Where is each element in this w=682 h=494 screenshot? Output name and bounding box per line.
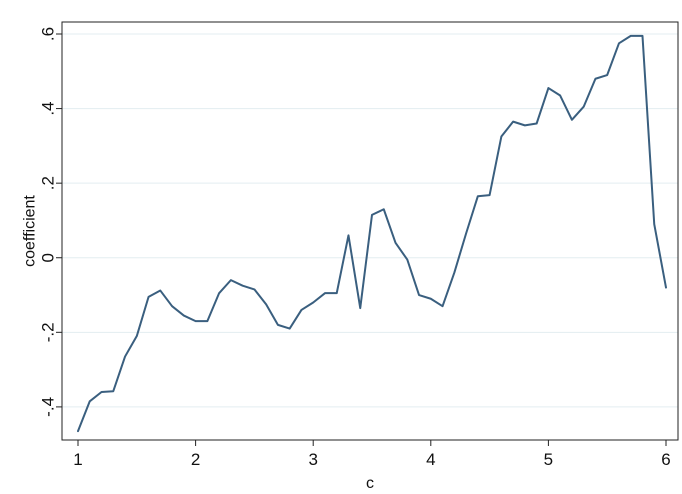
series-group [77,34,667,433]
plot-area-frame [61,21,679,441]
series-line [77,34,667,433]
x-tick-label: 1 [73,450,82,469]
x-tick-label: 2 [191,450,200,469]
y-tick-label: .4 [39,101,58,115]
y-tick-label: -.2 [39,322,58,342]
x-tick-label: 3 [308,450,317,469]
y-axis: -.4 -.2 0 .2 .4 .6 [39,27,62,417]
gridlines [62,33,678,408]
x-axis-title: c [366,475,374,492]
x-tick-label: 5 [544,450,553,469]
y-tick-label: 0 [39,253,58,262]
y-tick-label: .6 [39,27,58,41]
y-axis-title: coefficient [22,195,39,267]
x-axis: 1 2 3 4 5 6 [73,440,671,469]
x-tick-label: 4 [426,450,435,469]
y-tick-label: -.4 [39,397,58,417]
x-tick-label: 6 [661,450,670,469]
y-tick-label: .2 [39,176,58,190]
